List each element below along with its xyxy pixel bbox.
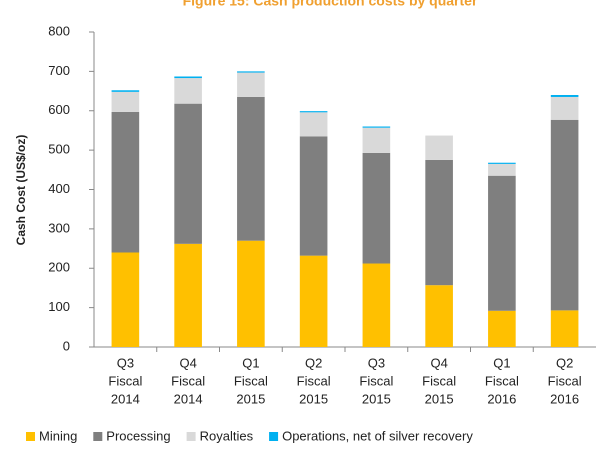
legend-label: Processing bbox=[106, 428, 170, 443]
legend-swatch bbox=[93, 432, 103, 441]
x-tick-label: Q1 bbox=[493, 355, 510, 370]
y-tick-label: 700 bbox=[48, 63, 70, 78]
x-tick-label: Fiscal bbox=[171, 373, 205, 388]
chart-title: Figure 15: Cash production costs by quar… bbox=[183, 0, 478, 9]
x-tick-label: Fiscal bbox=[359, 373, 393, 388]
bar-segment bbox=[362, 127, 391, 153]
bar-segment bbox=[362, 263, 391, 347]
bar-segment bbox=[299, 111, 328, 113]
x-tick-label: 2015 bbox=[236, 391, 265, 406]
x-tick-label: Q4 bbox=[430, 355, 447, 370]
bar-segment bbox=[362, 152, 391, 264]
x-tick-label: Fiscal bbox=[485, 373, 519, 388]
y-tick-label: 100 bbox=[48, 299, 70, 314]
y-tick-label: 800 bbox=[48, 23, 70, 38]
x-tick-label: Fiscal bbox=[297, 373, 331, 388]
bar-segment bbox=[425, 159, 453, 286]
x-tick-label: Q1 bbox=[242, 355, 259, 370]
bar-segment bbox=[299, 255, 328, 347]
bar-segment bbox=[111, 91, 140, 112]
bar-segment bbox=[237, 72, 265, 97]
x-tick-label: Fiscal bbox=[422, 373, 456, 388]
bar-segment bbox=[550, 96, 579, 120]
x-tick-label: Q3 bbox=[368, 355, 385, 370]
legend-label: Mining bbox=[39, 428, 77, 443]
bar-segment bbox=[362, 126, 391, 128]
legend-swatch bbox=[26, 432, 35, 441]
x-tick-label: 2016 bbox=[550, 391, 579, 406]
x-tick-label: 2015 bbox=[362, 391, 391, 406]
y-axis-label: Cash Cost (US$/oz) bbox=[14, 135, 28, 246]
x-tick-label: Q2 bbox=[556, 355, 573, 370]
bar-segment bbox=[174, 78, 202, 104]
bar-segment bbox=[488, 163, 516, 176]
bar-segment bbox=[111, 252, 140, 347]
y-tick-label: 500 bbox=[48, 142, 70, 157]
x-tick-label: 2014 bbox=[174, 391, 203, 406]
x-tick-label: Q4 bbox=[179, 355, 196, 370]
y-tick-label: 600 bbox=[48, 102, 70, 117]
bar-segment bbox=[550, 95, 579, 97]
bar-segment bbox=[174, 103, 202, 244]
x-tick-label: Q3 bbox=[117, 355, 134, 370]
bar-segment bbox=[488, 175, 516, 311]
legend-swatch bbox=[269, 432, 279, 441]
x-tick-label: 2016 bbox=[487, 391, 516, 406]
legend-swatch bbox=[186, 432, 196, 441]
bar-segment bbox=[237, 96, 265, 241]
bar-segment bbox=[299, 112, 328, 137]
bar-segment bbox=[299, 136, 328, 256]
x-tick-label: Fiscal bbox=[234, 373, 268, 388]
y-tick-label: 200 bbox=[48, 260, 70, 275]
bar-segment bbox=[237, 240, 265, 347]
x-tick-label: 2015 bbox=[299, 391, 328, 406]
x-tick-label: 2015 bbox=[425, 391, 454, 406]
y-tick-label: 300 bbox=[48, 220, 70, 235]
bar-segment bbox=[237, 71, 265, 73]
bar-segment bbox=[425, 135, 453, 160]
bar-segment bbox=[488, 162, 516, 164]
bar-segment bbox=[488, 310, 516, 347]
y-tick-label: 400 bbox=[48, 181, 70, 196]
x-tick-label: Q2 bbox=[305, 355, 322, 370]
y-tick-label: 0 bbox=[63, 338, 70, 353]
bar-segment bbox=[425, 285, 453, 347]
x-tick-label: Fiscal bbox=[548, 373, 582, 388]
bar-segment bbox=[174, 76, 202, 79]
x-tick-label: Fiscal bbox=[108, 373, 142, 388]
legend-label: Royalties bbox=[200, 428, 254, 443]
bar-segment bbox=[550, 310, 579, 347]
bar-segment bbox=[111, 90, 140, 92]
bar-segment bbox=[111, 111, 140, 253]
x-tick-label: 2014 bbox=[111, 391, 140, 406]
legend-label: Operations, net of silver recovery bbox=[282, 428, 473, 443]
bar-segment bbox=[550, 119, 579, 311]
bar-segment bbox=[174, 243, 202, 347]
